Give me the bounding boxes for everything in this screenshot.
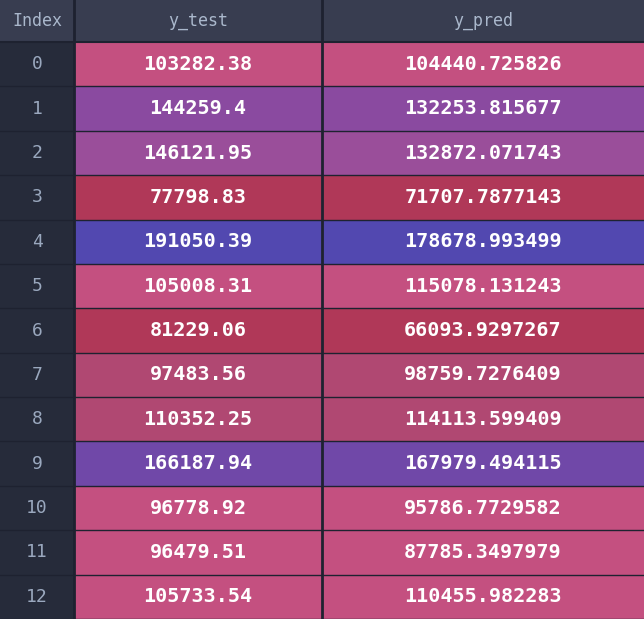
Bar [322, 486, 644, 530]
Text: 1: 1 [32, 100, 43, 118]
Bar [74, 574, 322, 619]
Bar [0, 131, 74, 175]
Bar [322, 530, 644, 574]
Bar [322, 175, 644, 220]
Text: 8: 8 [32, 410, 43, 428]
Text: 2: 2 [32, 144, 43, 162]
Bar [322, 308, 644, 353]
Bar [322, 0, 644, 42]
Text: 4: 4 [32, 233, 43, 251]
Text: 96479.51: 96479.51 [149, 543, 247, 562]
Text: 103282.38: 103282.38 [144, 54, 252, 74]
Bar [322, 441, 644, 486]
Text: 11: 11 [26, 543, 48, 561]
Bar [0, 264, 74, 308]
Bar [0, 397, 74, 441]
Text: 114113.599409: 114113.599409 [404, 410, 562, 429]
Text: 166187.94: 166187.94 [144, 454, 252, 473]
Text: 96778.92: 96778.92 [149, 498, 247, 517]
Bar [322, 264, 644, 308]
Text: 12: 12 [26, 588, 48, 606]
Bar [74, 0, 322, 42]
Bar [0, 574, 74, 619]
Text: 167979.494115: 167979.494115 [404, 454, 562, 473]
Bar [0, 486, 74, 530]
Text: 6: 6 [32, 321, 43, 340]
Text: 97483.56: 97483.56 [149, 365, 247, 384]
Bar [74, 308, 322, 353]
Bar [0, 308, 74, 353]
Bar [322, 574, 644, 619]
Text: 132253.815677: 132253.815677 [404, 99, 562, 118]
Bar [322, 353, 644, 397]
Bar [74, 486, 322, 530]
Bar [0, 87, 74, 131]
Bar [74, 87, 322, 131]
Bar [0, 42, 74, 87]
Bar [322, 397, 644, 441]
Text: 105733.54: 105733.54 [144, 587, 252, 607]
Bar [74, 441, 322, 486]
Text: Index: Index [12, 12, 62, 30]
Text: y_pred: y_pred [453, 12, 513, 30]
Bar [0, 175, 74, 220]
Text: 191050.39: 191050.39 [144, 232, 252, 251]
Text: 3: 3 [32, 188, 43, 206]
Text: 9: 9 [32, 455, 43, 473]
Bar [0, 220, 74, 264]
Text: 178678.993499: 178678.993499 [404, 232, 562, 251]
Text: 104440.725826: 104440.725826 [404, 54, 562, 74]
Bar [322, 220, 644, 264]
Bar [74, 353, 322, 397]
Text: 77798.83: 77798.83 [149, 188, 247, 207]
Bar [322, 42, 644, 87]
Text: 95786.7729582: 95786.7729582 [404, 498, 562, 517]
Bar [74, 131, 322, 175]
Text: 110352.25: 110352.25 [144, 410, 252, 429]
Text: y_test: y_test [168, 12, 228, 30]
Bar [0, 530, 74, 574]
Text: 71707.7877143: 71707.7877143 [404, 188, 562, 207]
Bar [74, 220, 322, 264]
Text: 115078.131243: 115078.131243 [404, 277, 562, 296]
Bar [0, 441, 74, 486]
Bar [74, 175, 322, 220]
Text: 87785.3497979: 87785.3497979 [404, 543, 562, 562]
Text: 144259.4: 144259.4 [149, 99, 247, 118]
Text: 7: 7 [32, 366, 43, 384]
Bar [74, 530, 322, 574]
Text: 81229.06: 81229.06 [149, 321, 247, 340]
Text: 146121.95: 146121.95 [144, 144, 252, 163]
Bar [0, 353, 74, 397]
Text: 132872.071743: 132872.071743 [404, 144, 562, 163]
Text: 105008.31: 105008.31 [144, 277, 252, 296]
Bar [74, 42, 322, 87]
Bar [74, 264, 322, 308]
Text: 98759.7276409: 98759.7276409 [404, 365, 562, 384]
Bar [322, 131, 644, 175]
Text: 110455.982283: 110455.982283 [404, 587, 562, 607]
Text: 66093.9297267: 66093.9297267 [404, 321, 562, 340]
Text: 10: 10 [26, 499, 48, 517]
Bar [322, 87, 644, 131]
Text: 5: 5 [32, 277, 43, 295]
Bar [0, 0, 74, 42]
Text: 0: 0 [32, 55, 43, 73]
Bar [74, 397, 322, 441]
